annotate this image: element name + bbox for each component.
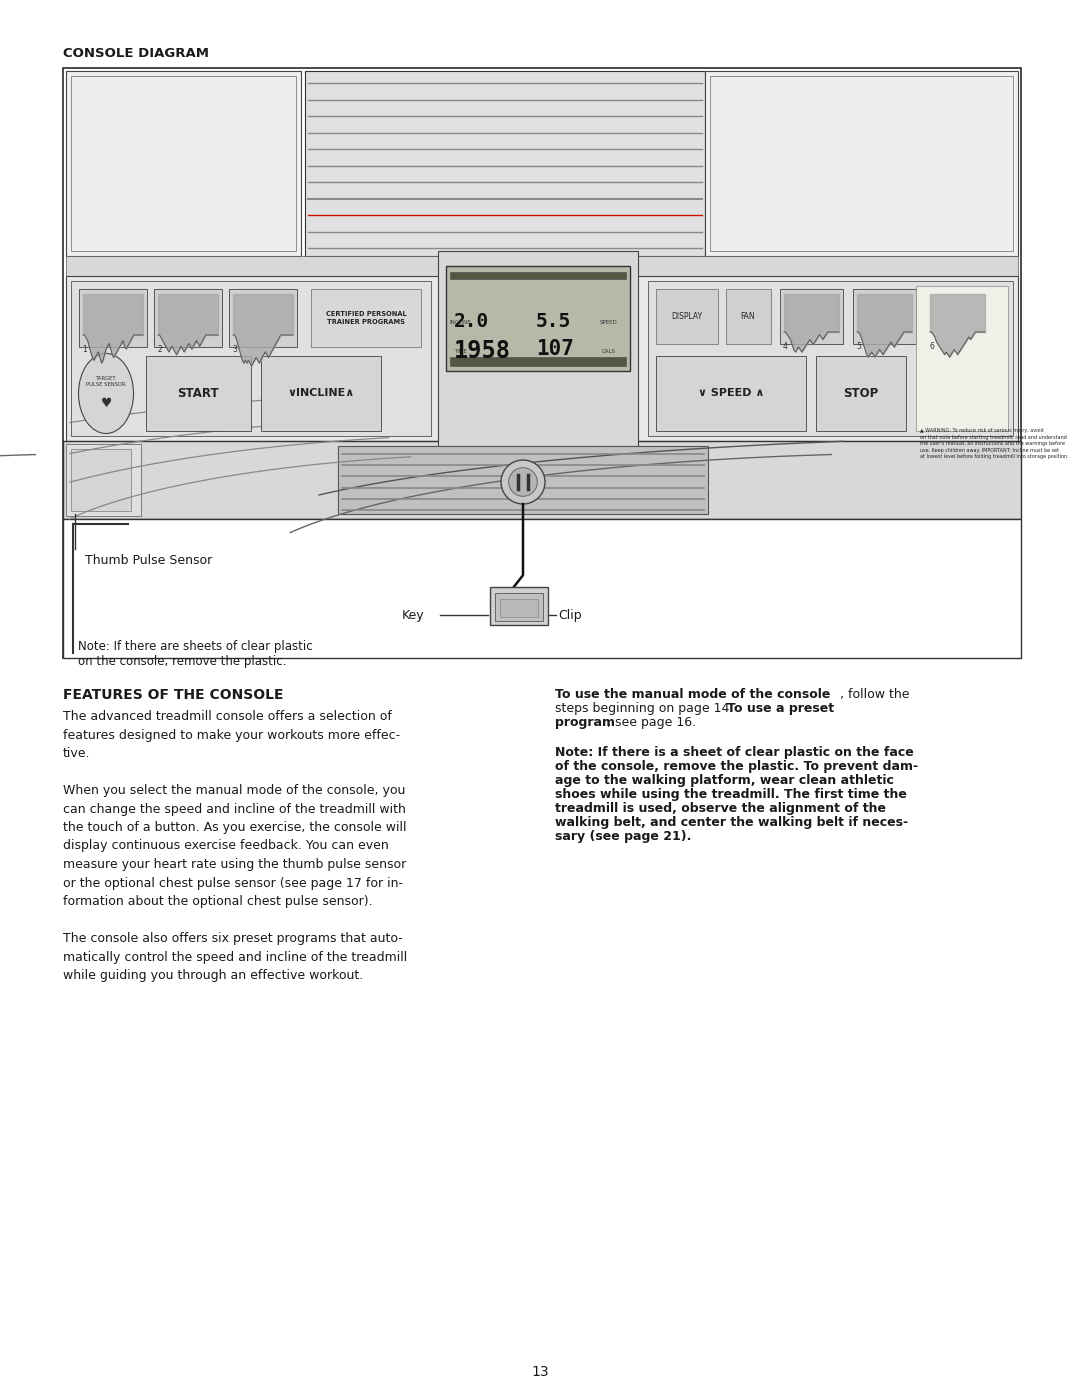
Text: TIME: TIME: [454, 349, 467, 353]
Ellipse shape: [501, 460, 545, 504]
Bar: [648, 281, 1013, 436]
Bar: [71, 75, 296, 251]
Bar: [63, 68, 1021, 658]
Bar: [656, 356, 806, 432]
Text: TARGET
PULSE SENSOR: TARGET PULSE SENSOR: [86, 376, 125, 387]
Bar: [438, 251, 638, 446]
Text: shoes while using the treadmill. The first time the: shoes while using the treadmill. The fir…: [555, 788, 907, 800]
Bar: [63, 520, 1021, 658]
Text: CONSOLE DIAGRAM: CONSOLE DIAGRAM: [63, 47, 210, 60]
Bar: [853, 289, 916, 344]
Text: steps beginning on page 14.: steps beginning on page 14.: [555, 703, 738, 715]
Ellipse shape: [79, 353, 134, 433]
Text: CALS: CALS: [602, 349, 616, 353]
Bar: [229, 289, 297, 346]
Bar: [66, 277, 1018, 441]
Text: 2.0: 2.0: [454, 312, 489, 331]
Bar: [926, 289, 989, 344]
Text: STOP: STOP: [843, 387, 879, 400]
Bar: [71, 281, 431, 436]
Text: ♥: ♥: [100, 397, 111, 409]
Text: 1: 1: [82, 345, 86, 353]
Text: START: START: [177, 387, 219, 400]
Bar: [338, 446, 708, 514]
Bar: [495, 594, 543, 622]
Bar: [705, 71, 1018, 256]
Text: To use a preset: To use a preset: [727, 703, 834, 715]
Bar: [79, 289, 147, 346]
Text: 2: 2: [157, 345, 162, 353]
Text: program: program: [555, 717, 615, 729]
Text: 1958: 1958: [454, 339, 511, 363]
Text: 5.5: 5.5: [536, 312, 571, 331]
Text: DISPLAY: DISPLAY: [672, 312, 703, 321]
Text: ▲ WARNING: To reduce risk of serious injury, avoid
on that note before starting : ▲ WARNING: To reduce risk of serious inj…: [920, 427, 1068, 460]
Bar: [500, 599, 538, 617]
Text: Clip: Clip: [558, 609, 582, 622]
Text: 6: 6: [929, 342, 934, 351]
Text: 107: 107: [536, 339, 573, 359]
Text: 4: 4: [783, 342, 788, 351]
Text: , see page 16.: , see page 16.: [607, 717, 697, 729]
Bar: [780, 289, 843, 344]
Text: Thumb Pulse Sensor: Thumb Pulse Sensor: [85, 555, 213, 567]
Bar: [146, 356, 251, 432]
Bar: [450, 358, 626, 366]
Text: walking belt, and center the walking belt if neces-: walking belt, and center the walking bel…: [555, 816, 908, 828]
Text: CERTIFIED PERSONAL
TRAINER PROGRAMS: CERTIFIED PERSONAL TRAINER PROGRAMS: [326, 312, 406, 324]
Bar: [446, 265, 630, 372]
Bar: [66, 444, 141, 515]
Text: 5: 5: [856, 342, 861, 351]
Text: ∨INCLINE∧: ∨INCLINE∧: [287, 388, 354, 398]
Bar: [66, 256, 1018, 277]
Text: Note: If there is a sheet of clear plastic on the face: Note: If there is a sheet of clear plast…: [555, 746, 914, 759]
Bar: [656, 289, 718, 344]
Ellipse shape: [509, 468, 538, 496]
Bar: [154, 289, 222, 346]
Text: To use the manual mode of the console: To use the manual mode of the console: [555, 687, 831, 701]
Bar: [816, 356, 906, 432]
Text: Key: Key: [402, 609, 424, 622]
Bar: [916, 286, 1008, 432]
Bar: [450, 272, 626, 279]
Text: of the console, remove the plastic. To prevent dam-: of the console, remove the plastic. To p…: [555, 760, 918, 773]
Text: , follow the: , follow the: [840, 687, 909, 701]
Text: ∨ SPEED ∧: ∨ SPEED ∧: [698, 388, 765, 398]
Text: FEATURES OF THE CONSOLE: FEATURES OF THE CONSOLE: [63, 687, 283, 703]
Bar: [305, 71, 705, 256]
Bar: [726, 289, 771, 344]
Text: FAN: FAN: [741, 312, 755, 321]
Bar: [63, 441, 1021, 520]
Text: 3: 3: [232, 345, 237, 353]
Text: The advanced treadmill console offers a selection of
features designed to make y: The advanced treadmill console offers a …: [63, 710, 407, 982]
Text: sary (see page 21).: sary (see page 21).: [555, 830, 691, 842]
Bar: [261, 356, 381, 432]
Bar: [710, 75, 1013, 251]
Text: treadmill is used, observe the alignment of the: treadmill is used, observe the alignment…: [555, 802, 886, 814]
Bar: [71, 448, 131, 511]
Text: age to the walking platform, wear clean athletic: age to the walking platform, wear clean …: [555, 774, 894, 787]
Bar: [66, 71, 301, 256]
Text: 13: 13: [531, 1365, 549, 1379]
Text: SPEED: SPEED: [600, 320, 618, 326]
Text: Note: If there are sheets of clear plastic
on the console, remove the plastic.: Note: If there are sheets of clear plast…: [78, 640, 312, 668]
Bar: [311, 289, 421, 346]
Bar: [490, 587, 548, 626]
Text: INCLINE: INCLINE: [449, 320, 471, 326]
